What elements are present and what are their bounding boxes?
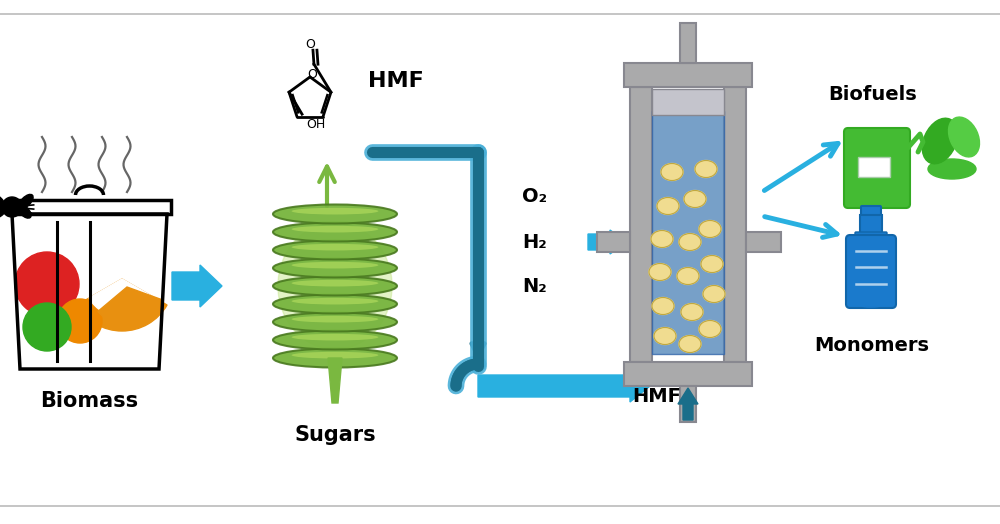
- Ellipse shape: [273, 223, 397, 242]
- Ellipse shape: [273, 258, 397, 278]
- Ellipse shape: [273, 277, 397, 296]
- Ellipse shape: [273, 331, 397, 350]
- Ellipse shape: [292, 334, 378, 341]
- Text: Biomass: Biomass: [40, 391, 139, 411]
- FancyBboxPatch shape: [861, 206, 881, 218]
- FancyBboxPatch shape: [680, 23, 696, 63]
- FancyBboxPatch shape: [846, 235, 896, 308]
- FancyBboxPatch shape: [624, 63, 752, 87]
- Wedge shape: [89, 279, 155, 317]
- Ellipse shape: [273, 241, 397, 259]
- Circle shape: [2, 197, 22, 217]
- Circle shape: [15, 252, 79, 316]
- FancyArrow shape: [588, 230, 626, 254]
- Ellipse shape: [701, 256, 723, 272]
- Ellipse shape: [0, 194, 5, 209]
- Ellipse shape: [273, 312, 397, 332]
- Wedge shape: [98, 287, 163, 325]
- Ellipse shape: [657, 198, 679, 214]
- Text: O₂: O₂: [522, 187, 547, 205]
- Text: Monomers: Monomers: [815, 336, 930, 355]
- Ellipse shape: [17, 204, 31, 218]
- FancyBboxPatch shape: [855, 232, 887, 242]
- Ellipse shape: [684, 191, 706, 208]
- Text: Sugars: Sugars: [294, 425, 376, 445]
- Text: HMF: HMF: [368, 71, 424, 91]
- Ellipse shape: [273, 277, 397, 296]
- FancyBboxPatch shape: [724, 87, 746, 362]
- Ellipse shape: [652, 298, 674, 314]
- Ellipse shape: [922, 118, 958, 164]
- Ellipse shape: [273, 348, 397, 367]
- Text: H₂: H₂: [522, 233, 547, 252]
- Ellipse shape: [273, 294, 397, 313]
- Ellipse shape: [699, 321, 721, 337]
- FancyArrow shape: [172, 265, 222, 307]
- Ellipse shape: [19, 194, 33, 209]
- Ellipse shape: [949, 117, 979, 157]
- Ellipse shape: [292, 208, 378, 214]
- FancyBboxPatch shape: [860, 215, 882, 237]
- FancyBboxPatch shape: [624, 362, 752, 386]
- Ellipse shape: [292, 280, 378, 287]
- Ellipse shape: [292, 244, 378, 250]
- Ellipse shape: [273, 312, 397, 332]
- Ellipse shape: [649, 264, 671, 280]
- FancyBboxPatch shape: [652, 111, 724, 354]
- Ellipse shape: [273, 223, 397, 242]
- Ellipse shape: [651, 231, 673, 247]
- FancyBboxPatch shape: [652, 89, 724, 115]
- FancyArrow shape: [478, 370, 650, 402]
- Ellipse shape: [661, 163, 683, 180]
- Wedge shape: [77, 279, 167, 331]
- Ellipse shape: [292, 298, 378, 304]
- Ellipse shape: [679, 335, 701, 353]
- Ellipse shape: [851, 295, 891, 307]
- Ellipse shape: [679, 234, 701, 250]
- Ellipse shape: [273, 348, 397, 367]
- FancyBboxPatch shape: [858, 157, 890, 177]
- Ellipse shape: [292, 262, 378, 268]
- Ellipse shape: [0, 204, 7, 218]
- Text: O: O: [307, 69, 317, 81]
- Ellipse shape: [654, 328, 676, 344]
- Text: HMF: HMF: [632, 387, 681, 406]
- Ellipse shape: [273, 204, 397, 224]
- FancyBboxPatch shape: [630, 87, 652, 362]
- FancyBboxPatch shape: [597, 232, 630, 252]
- Ellipse shape: [273, 241, 397, 259]
- Text: OH: OH: [306, 118, 325, 131]
- Circle shape: [58, 299, 102, 343]
- FancyArrow shape: [678, 388, 698, 420]
- Ellipse shape: [273, 258, 397, 278]
- Polygon shape: [328, 358, 342, 403]
- Text: N₂: N₂: [522, 277, 547, 296]
- Ellipse shape: [273, 204, 397, 224]
- Ellipse shape: [292, 226, 378, 233]
- Ellipse shape: [681, 303, 703, 321]
- Circle shape: [23, 303, 71, 351]
- Ellipse shape: [928, 159, 976, 179]
- Ellipse shape: [273, 331, 397, 350]
- Ellipse shape: [695, 160, 717, 178]
- Text: O: O: [305, 38, 315, 51]
- Ellipse shape: [278, 223, 392, 350]
- Ellipse shape: [273, 294, 397, 313]
- FancyBboxPatch shape: [844, 128, 910, 208]
- Ellipse shape: [292, 316, 378, 322]
- FancyBboxPatch shape: [680, 386, 696, 422]
- Ellipse shape: [699, 221, 721, 237]
- Ellipse shape: [703, 286, 725, 302]
- FancyBboxPatch shape: [746, 232, 781, 252]
- Text: Biofuels: Biofuels: [829, 85, 917, 104]
- Ellipse shape: [292, 352, 378, 358]
- Ellipse shape: [677, 267, 699, 285]
